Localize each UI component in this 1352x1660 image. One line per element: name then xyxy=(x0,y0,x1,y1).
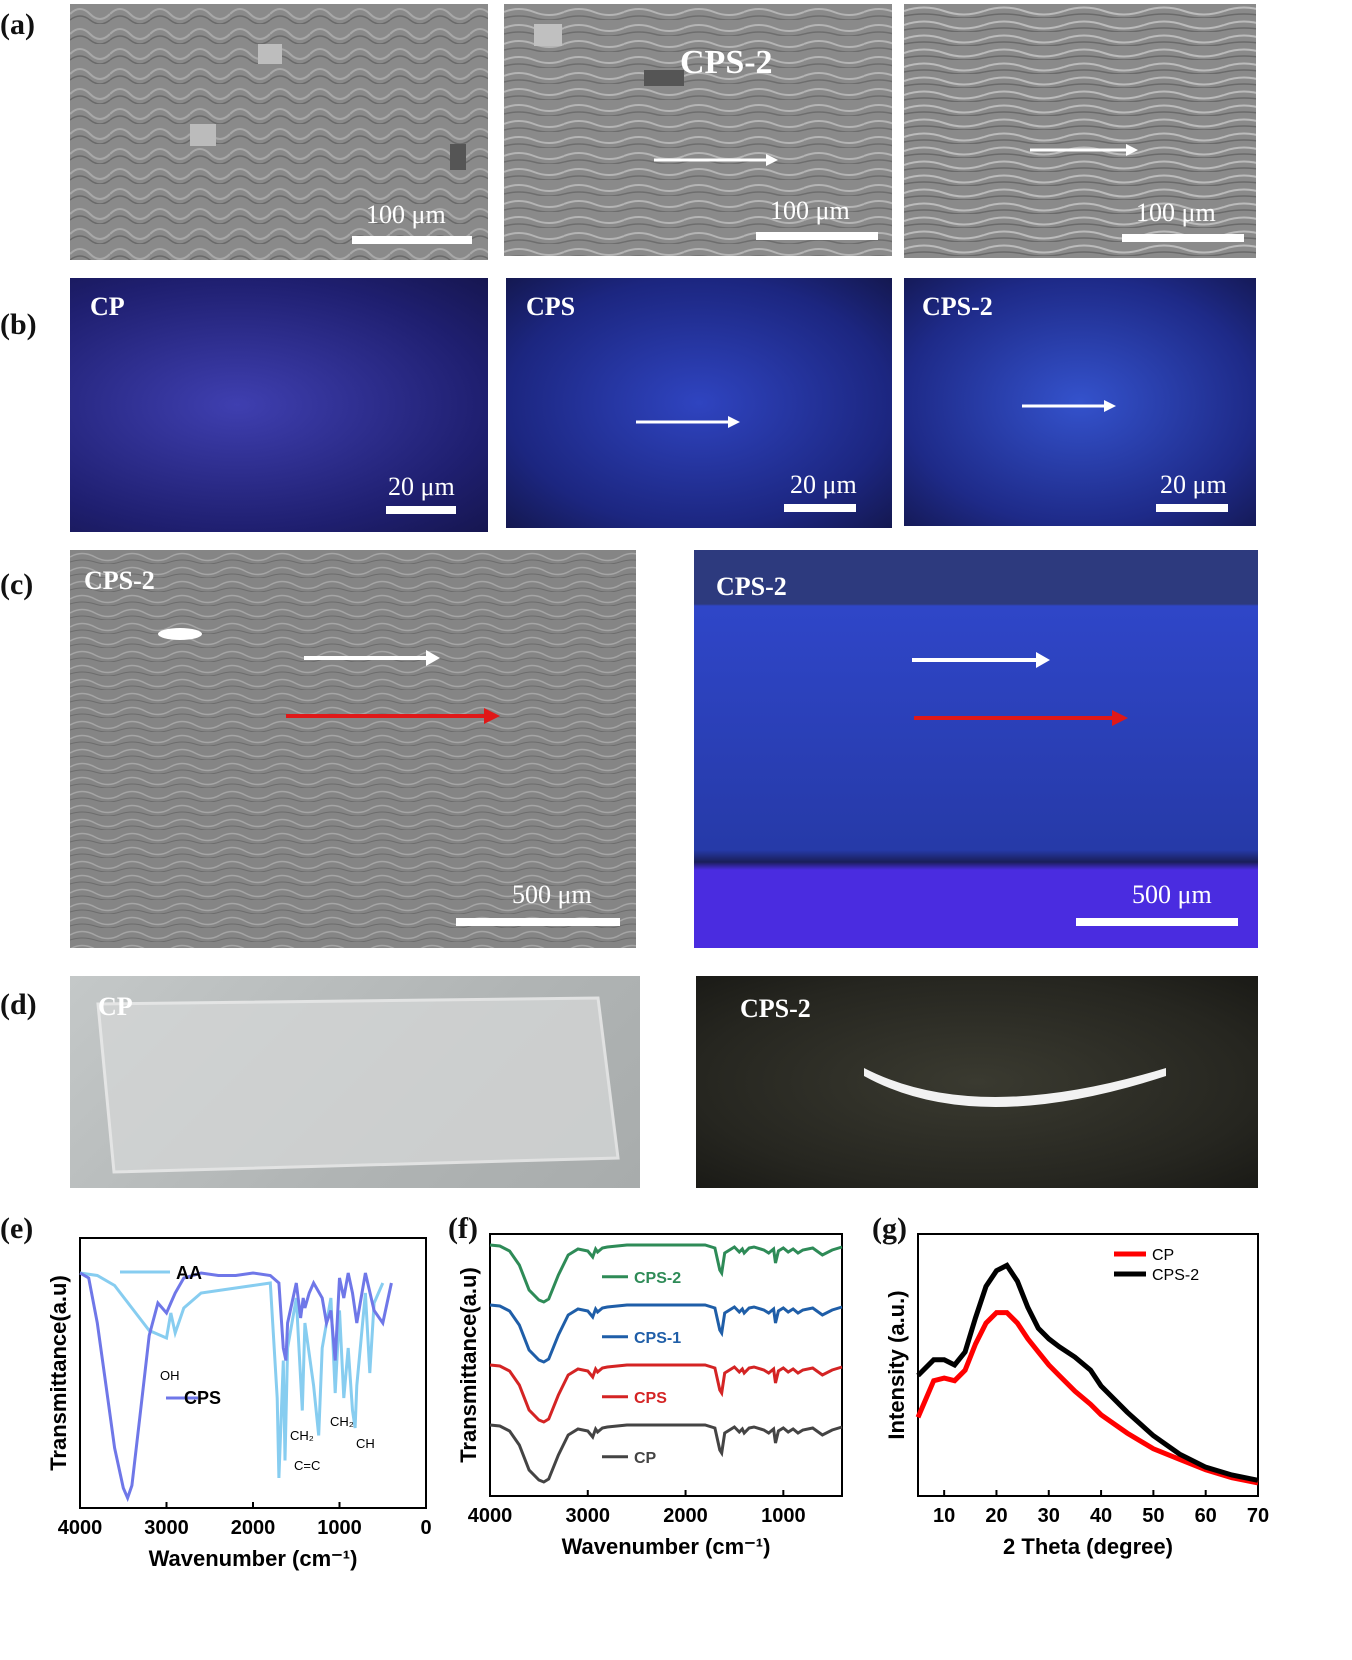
x-tick-label: 3000 xyxy=(144,1517,189,1539)
panel-label-d: (d) xyxy=(0,988,37,1021)
annotation: C=C xyxy=(294,1458,320,1473)
sem-image-a3: 100 μm xyxy=(904,4,1256,258)
fluorescence-image-b1: CP 20 μm xyxy=(70,278,488,532)
y-axis-label: Intensity (a.u.) xyxy=(884,1290,909,1439)
panel-label-e: (e) xyxy=(0,1212,34,1245)
chart-g: 2 Theta (degree) Intensity (a.u.) 10 20 30 40… xyxy=(884,1233,1269,1559)
x-tick-label: 40 xyxy=(1090,1505,1112,1527)
series-line-CP xyxy=(915,1310,1259,1486)
scale-label: 20 μm xyxy=(790,470,857,499)
sem-texture xyxy=(70,4,488,260)
scale-label: 100 μm xyxy=(770,196,850,225)
fluorescence-image-b2: CPS 20 μm xyxy=(506,278,892,528)
photo-cps2-film: CPS-2 xyxy=(696,976,1258,1188)
legend-label: AA xyxy=(176,1263,202,1283)
x-tick-label: 60 xyxy=(1195,1505,1217,1527)
film-outline xyxy=(96,996,620,1174)
scale-label: 20 μm xyxy=(1160,470,1227,499)
x-tick-label: 50 xyxy=(1142,1505,1164,1527)
legend-label: CP xyxy=(634,1450,657,1467)
fluorescence-image-c2: CPS-2 500 μm xyxy=(694,550,1258,948)
scale-label: 500 μm xyxy=(512,880,592,909)
panel-label-a: (a) xyxy=(0,8,35,41)
legend-label: CPS xyxy=(634,1390,667,1407)
annotation: OH xyxy=(160,1368,180,1383)
y-axis-label: Transmittance(a.u) xyxy=(46,1275,71,1471)
panel-label-b: (b) xyxy=(0,308,37,341)
annotation: CH₂ xyxy=(330,1414,354,1429)
x-axis-label: Wavenumber (cm⁻¹) xyxy=(149,1546,358,1571)
series-line-CPS xyxy=(489,1363,843,1424)
x-tick-label: 0 xyxy=(420,1517,431,1539)
image-label: CPS-2 xyxy=(716,572,787,601)
arrow xyxy=(1022,400,1116,412)
image-label: CP xyxy=(90,292,125,321)
scale-bar xyxy=(1156,504,1228,512)
chart-f: Wavenumber (cm⁻¹) Transmittance(a.u) 4000 3… xyxy=(456,1233,843,1559)
scale-label: 100 μm xyxy=(366,200,446,229)
scale-bar xyxy=(456,918,620,926)
scale-bar xyxy=(756,232,878,240)
x-tick-label: 1000 xyxy=(761,1505,806,1527)
chart-e: Wavenumber (cm⁻¹) Transmittance(a.u) 4000 3… xyxy=(46,1237,432,1571)
legend-label: CPS-2 xyxy=(1152,1267,1199,1284)
arrows xyxy=(912,652,1128,726)
series-line-CPS-2 xyxy=(916,1262,1259,1483)
annotation: CH xyxy=(356,1436,375,1451)
scale-bar xyxy=(784,504,856,512)
arrow xyxy=(636,416,740,428)
x-tick-label: 4000 xyxy=(468,1505,513,1527)
scale-bar xyxy=(352,236,472,244)
x-tick-label: 3000 xyxy=(566,1505,611,1527)
x-axis-label: Wavenumber (cm⁻¹) xyxy=(562,1534,771,1559)
panel-label-g: (g) xyxy=(872,1212,907,1245)
series-line-CP xyxy=(489,1423,843,1484)
image-label: CP xyxy=(98,992,133,1021)
image-label: CPS-2 xyxy=(680,44,773,81)
legend-label: CP xyxy=(1152,1247,1174,1264)
x-tick-label: 1000 xyxy=(317,1517,362,1539)
photo-cp-film: CP xyxy=(70,976,640,1188)
image-label: CPS xyxy=(526,292,576,321)
image-label: CPS-2 xyxy=(922,292,993,321)
plot-frame xyxy=(79,1237,427,1509)
sem-texture xyxy=(904,4,1256,258)
scale-bar xyxy=(1076,918,1238,926)
plot-frame xyxy=(917,1233,1259,1497)
series-line-CPS xyxy=(79,1271,393,1503)
scale-bar xyxy=(386,506,456,514)
panel-label-c: (c) xyxy=(0,568,34,601)
y-axis-label: Transmittance(a.u) xyxy=(456,1267,481,1463)
sem-texture xyxy=(70,550,636,948)
bent-film xyxy=(864,1068,1166,1107)
x-tick-label: 70 xyxy=(1247,1505,1269,1527)
legend-label: CPS-2 xyxy=(634,1270,681,1287)
x-tick-label: 2000 xyxy=(663,1505,708,1527)
x-tick-label: 30 xyxy=(1038,1505,1060,1527)
fluorescence-image-b3: CPS-2 20 μm xyxy=(904,278,1256,526)
scale-label: 100 μm xyxy=(1136,198,1216,227)
x-tick-label: 10 xyxy=(933,1505,955,1527)
sem-image-a1: 100 μm xyxy=(70,4,488,260)
x-tick-label: 20 xyxy=(985,1505,1007,1527)
annotation: CH₂ xyxy=(290,1428,314,1443)
series-line-CPS-1 xyxy=(489,1303,843,1364)
scale-bar xyxy=(1122,234,1244,242)
sem-image-c1: CPS-2 500 μm xyxy=(70,550,636,948)
scale-label: 20 μm xyxy=(388,472,455,501)
sem-texture xyxy=(504,4,892,256)
x-tick-label: 4000 xyxy=(58,1517,103,1539)
image-label: CPS-2 xyxy=(740,994,811,1023)
series-line-CPS-2 xyxy=(489,1243,843,1304)
panel-label-f: (f) xyxy=(448,1212,478,1245)
legend-label: CPS-1 xyxy=(634,1330,681,1347)
legend-label: CPS xyxy=(184,1388,221,1408)
x-tick-label: 2000 xyxy=(231,1517,276,1539)
scale-label: 500 μm xyxy=(1132,880,1212,909)
image-label: CPS-2 xyxy=(84,566,155,595)
sem-image-a2: CPS-2 100 μm xyxy=(504,4,892,256)
x-axis-label: 2 Theta (degree) xyxy=(1003,1534,1173,1559)
